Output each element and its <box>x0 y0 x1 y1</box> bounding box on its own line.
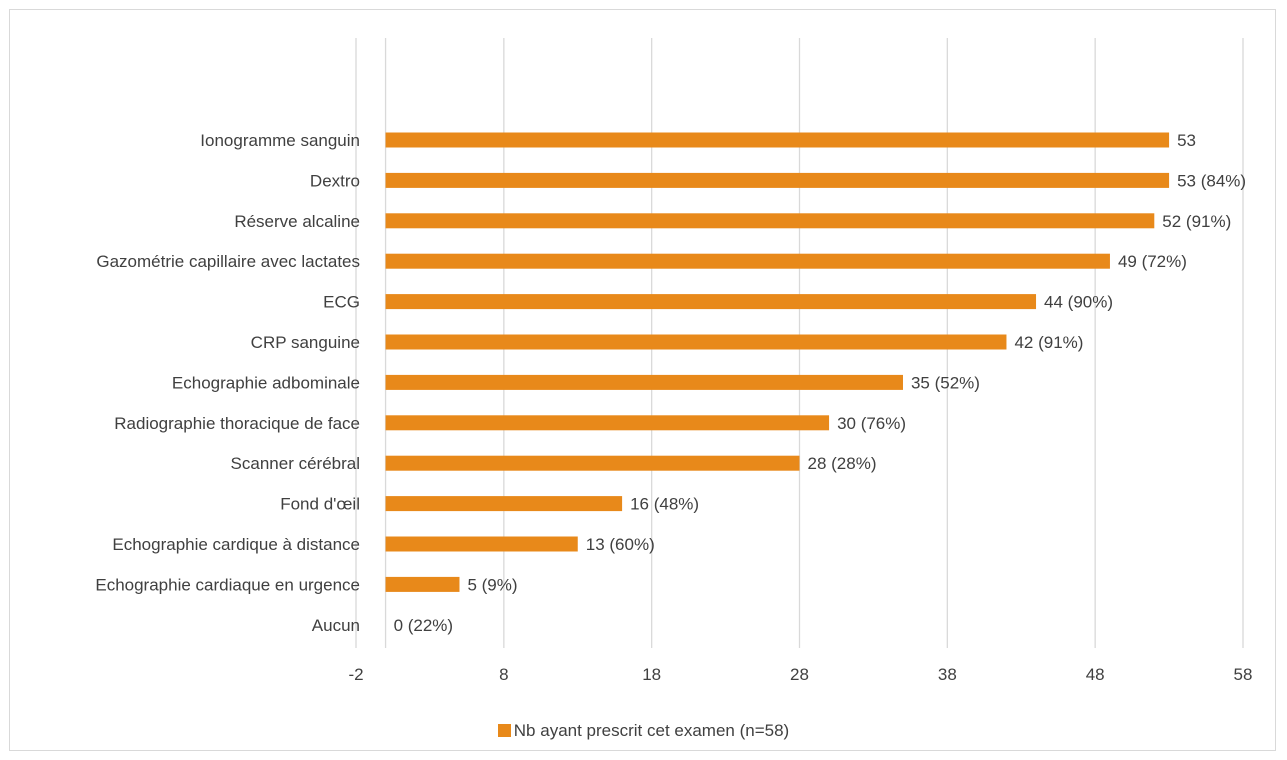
category-label: Ionogramme sanguin <box>200 131 360 150</box>
data-label: 44 (90%) <box>1044 293 1113 312</box>
category-label: Aucun <box>312 616 360 635</box>
category-label: Echographie adbominale <box>172 373 360 392</box>
x-tick-label: 8 <box>499 665 508 684</box>
data-label: 49 (72%) <box>1118 252 1187 271</box>
data-label: 53 <box>1177 131 1196 150</box>
data-label: 52 (91%) <box>1162 212 1231 231</box>
x-tick-label: 38 <box>938 665 957 684</box>
category-label: Echographie cardique à distance <box>112 535 360 554</box>
data-label: 42 (91%) <box>1014 333 1083 352</box>
category-label: Gazométrie capillaire avec lactates <box>96 252 360 271</box>
x-tick-label: 58 <box>1234 665 1253 684</box>
bar <box>385 213 1155 229</box>
data-label: 0 (22%) <box>394 616 454 635</box>
legend: Nb ayant prescrit cet examen (n=58) <box>0 721 1287 741</box>
category-label: Scanner cérébral <box>231 454 360 473</box>
bar <box>385 334 1007 350</box>
category-label: Radiographie thoracique de face <box>114 414 360 433</box>
bar <box>385 294 1037 310</box>
category-label: Echographie cardiaque en urgence <box>95 575 360 594</box>
x-tick-label: 18 <box>642 665 661 684</box>
data-label: 13 (60%) <box>586 535 655 554</box>
bar <box>385 374 903 390</box>
x-tick-label: 28 <box>790 665 809 684</box>
bar <box>385 496 623 512</box>
category-label: CRP sanguine <box>251 333 360 352</box>
category-label: Réserve alcaline <box>234 212 360 231</box>
data-label: 53 (84%) <box>1177 171 1246 190</box>
legend-swatch <box>497 724 511 737</box>
bar <box>385 536 578 552</box>
category-label: Fond d'œil <box>280 495 360 514</box>
data-label: 5 (9%) <box>467 575 517 594</box>
legend-label: Nb ayant prescrit cet examen (n=58) <box>513 721 790 740</box>
data-label: 16 (48%) <box>630 495 699 514</box>
bar <box>385 415 830 431</box>
x-tick-label: -2 <box>348 665 363 684</box>
bar <box>385 132 1170 148</box>
data-label: 30 (76%) <box>837 414 906 433</box>
data-label: 28 (28%) <box>808 454 877 473</box>
x-tick-label: 48 <box>1086 665 1105 684</box>
category-label: Dextro <box>310 171 360 190</box>
bar <box>385 172 1170 188</box>
category-label: ECG <box>323 293 360 312</box>
bar <box>385 253 1110 269</box>
data-label: 35 (52%) <box>911 373 980 392</box>
bar <box>385 455 800 471</box>
bar <box>385 576 460 592</box>
